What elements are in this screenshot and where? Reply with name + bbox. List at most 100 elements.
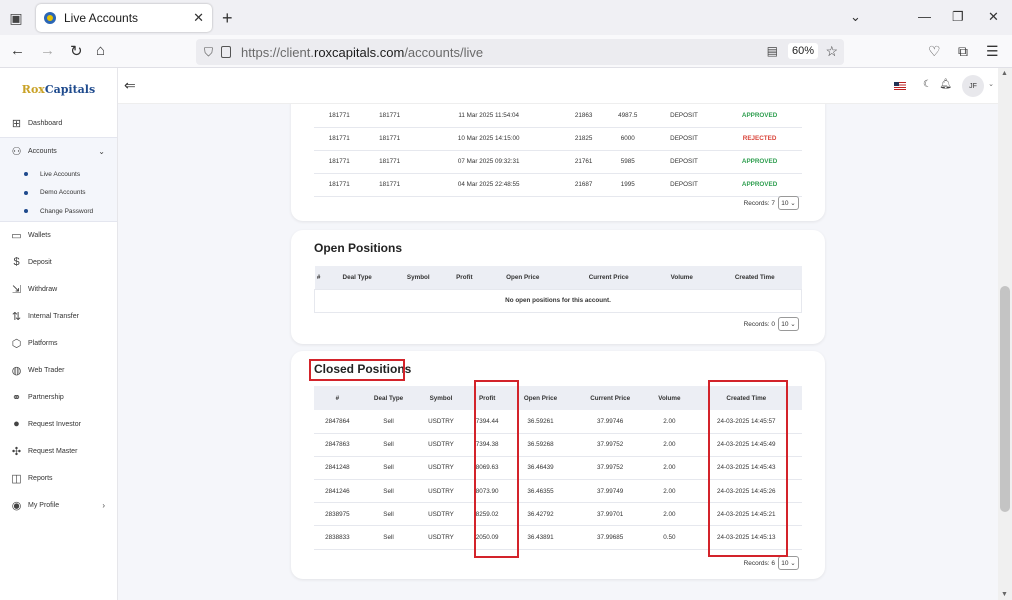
empty-table-message: No open positions for this account. (314, 288, 802, 313)
column-header[interactable]: Symbol (391, 266, 446, 289)
sidebar-item-wallets[interactable]: ▭ Wallets (0, 222, 117, 249)
tab-overflow-chevron-icon[interactable]: ⌄ (850, 9, 861, 24)
sidebar-group-accounts: ⚇ Accounts ⌄ Live Accounts Demo Accounts… (0, 137, 117, 222)
table-row: 2847863 Sell USDTRY 7394.38 36.59268 37.99752… (314, 433, 802, 457)
status-badge: APPROVED (717, 104, 802, 128)
column-header[interactable]: Profit (465, 386, 509, 410)
bookmark-star-icon[interactable]: ☆ (825, 43, 838, 59)
reload-icon[interactable]: ↻ (70, 43, 83, 60)
page-scrollbar[interactable]: ▲ ▼ (998, 68, 1012, 600)
scrollbar-thumb[interactable] (1000, 286, 1010, 512)
chevron-down-icon[interactable]: ⌄ (988, 81, 994, 88)
shield-icon[interactable]: ⛉ (204, 44, 214, 59)
sidebar-subitem-change-password[interactable]: Change Password (0, 202, 117, 221)
table-header-row: # Deal Type Symbol Profit Open Price Current … (314, 266, 802, 289)
table-cell: USDTRY (416, 433, 466, 457)
column-header[interactable]: Deal Type (322, 266, 392, 289)
table-cell: Sell (360, 479, 417, 504)
sidebar-item-web-trader[interactable]: ◍ Web Trader (0, 357, 117, 384)
notification-bell-icon[interactable]: 🔔︎ (939, 79, 952, 90)
sidebar-item-label: Request Investor (28, 420, 81, 428)
records-count: Records: 0 (743, 320, 775, 328)
table-cell: 24-03-2025 14:45:43 (690, 456, 802, 481)
dark-mode-moon-icon[interactable]: ☾ (923, 79, 932, 90)
restore-icon[interactable]: ❐ (952, 9, 964, 24)
menu-icon[interactable]: ☰ (986, 43, 999, 59)
sidebar-item-partnership[interactable]: ⚭ Partnership (0, 384, 117, 411)
table-cell: 36.46439 (508, 456, 573, 481)
closed-positions-card: Closed Positions # Deal Type Symbol Profit O… (291, 351, 825, 579)
sidebar-item-withdraw[interactable]: ⇲ Withdraw (0, 276, 117, 303)
sidebar-item-platforms[interactable]: ⬡ Platforms (0, 330, 117, 357)
extensions-icon[interactable]: ⧉ (958, 43, 968, 59)
table-row: 2841246 Sell USDTRY 8073.90 36.46355 37.99749… (314, 479, 802, 504)
sidebar-toggle-arrow-icon[interactable]: ⇐ (124, 77, 136, 93)
table-cell: DEPOSIT (650, 127, 718, 151)
highlight-created-time-column (708, 380, 788, 557)
minimize-icon[interactable]: — (918, 9, 931, 24)
table-cell: 07 Mar 2025 09:32:31 (414, 150, 563, 174)
sidebar-item-label: Partnership (28, 393, 64, 401)
brand-logo[interactable]: RoxCapitals (0, 68, 117, 110)
sidebar-subitem-live-accounts[interactable]: Live Accounts (0, 165, 117, 184)
sidebar-item-accounts[interactable]: ⚇ Accounts ⌄ (0, 138, 117, 165)
column-header[interactable]: # (314, 386, 361, 410)
table-cell: 24-03-2025 14:45:49 (690, 433, 802, 457)
main-content: 181771 181771 11 Mar 2025 11:54:04 21863 498… (118, 104, 998, 600)
column-header[interactable]: Volume (648, 386, 691, 410)
page-size-select[interactable]: 10 ⌄ (778, 317, 799, 331)
sidebar-item-request-investor[interactable]: ● Request Investor (0, 411, 117, 438)
tab-list-icon[interactable]: ▣ (9, 9, 23, 26)
avatar[interactable]: JF (962, 75, 984, 97)
sidebar: RoxCapitals ⊞ Dashboard ⚇ Accounts ⌄ Liv… (0, 68, 118, 600)
column-header[interactable]: # (314, 266, 323, 289)
page-size-select[interactable]: 10 ⌄ (778, 196, 799, 210)
column-header[interactable]: Symbol (416, 386, 466, 410)
page-icon[interactable] (221, 46, 232, 58)
table-cell: 04 Mar 2025 22:48:55 (414, 173, 563, 197)
sidebar-item-deposit[interactable]: $ Deposit (0, 249, 117, 276)
column-header[interactable]: Open Price (508, 386, 573, 410)
scroll-up-icon[interactable]: ▲ (1001, 70, 1008, 77)
back-icon[interactable]: ← (10, 42, 25, 59)
pocket-icon[interactable]: ♡ (928, 43, 941, 59)
column-header[interactable]: Current Price (561, 266, 656, 289)
tab-close-icon[interactable]: ✕ (193, 10, 204, 25)
wallet-icon: ▭ (11, 229, 22, 242)
sidebar-item-label: Wallets (28, 231, 51, 239)
sidebar-item-reports[interactable]: ◫ Reports (0, 465, 117, 492)
scroll-down-icon[interactable]: ▼ (1001, 591, 1008, 598)
us-flag-icon[interactable] (894, 82, 906, 90)
home-icon[interactable]: ⌂ (96, 42, 106, 59)
table-cell: 8069.63 (465, 456, 509, 481)
table-cell: Sell (360, 433, 417, 457)
reader-view-icon[interactable]: ▤ (766, 44, 778, 58)
new-tab-icon[interactable]: + (222, 8, 233, 28)
sidebar-subitem-demo-accounts[interactable]: Demo Accounts (0, 184, 117, 203)
table-cell: 7394.38 (465, 433, 509, 457)
status-badge: APPROVED (717, 150, 802, 174)
sidebar-item-dashboard[interactable]: ⊞ Dashboard (0, 110, 117, 137)
grid-icon: ⊞ (11, 118, 22, 130)
sidebar-item-my-profile[interactable]: ◉ My Profile › (0, 492, 117, 519)
sidebar-item-label: Platforms (28, 339, 58, 347)
column-header[interactable]: Current Price (572, 386, 649, 410)
records-count: Records: 7 (743, 199, 775, 207)
page-size-select[interactable]: 10 ⌄ (778, 556, 799, 570)
subitem-label: Change Password (40, 207, 94, 215)
sidebar-item-request-master[interactable]: ✣ Request Master (0, 438, 117, 465)
window-close-icon[interactable]: ✕ (988, 9, 999, 24)
column-header[interactable]: Deal Type (360, 386, 417, 410)
column-header[interactable]: Volume (655, 266, 708, 289)
browser-tab-live-accounts[interactable]: Live Accounts ✕ (36, 4, 212, 32)
table-cell: 24-03-2025 14:45:13 (690, 525, 802, 550)
open-positions-title: Open Positions (314, 241, 403, 255)
sidebar-item-internal-transfer[interactable]: ⇅ Internal Transfer (0, 303, 117, 330)
column-header[interactable]: Open Price (483, 266, 562, 289)
forward-icon[interactable]: → (40, 42, 55, 59)
column-header[interactable]: Created Time (707, 266, 802, 289)
address-bar[interactable]: ⛉ https://client.roxcapitals.com/account… (196, 39, 844, 65)
column-header[interactable]: Profit (445, 266, 484, 289)
zoom-level[interactable]: 60% (787, 43, 818, 59)
table-row: 2841248 Sell USDTRY 8069.63 36.46439 37.99752… (314, 456, 802, 481)
